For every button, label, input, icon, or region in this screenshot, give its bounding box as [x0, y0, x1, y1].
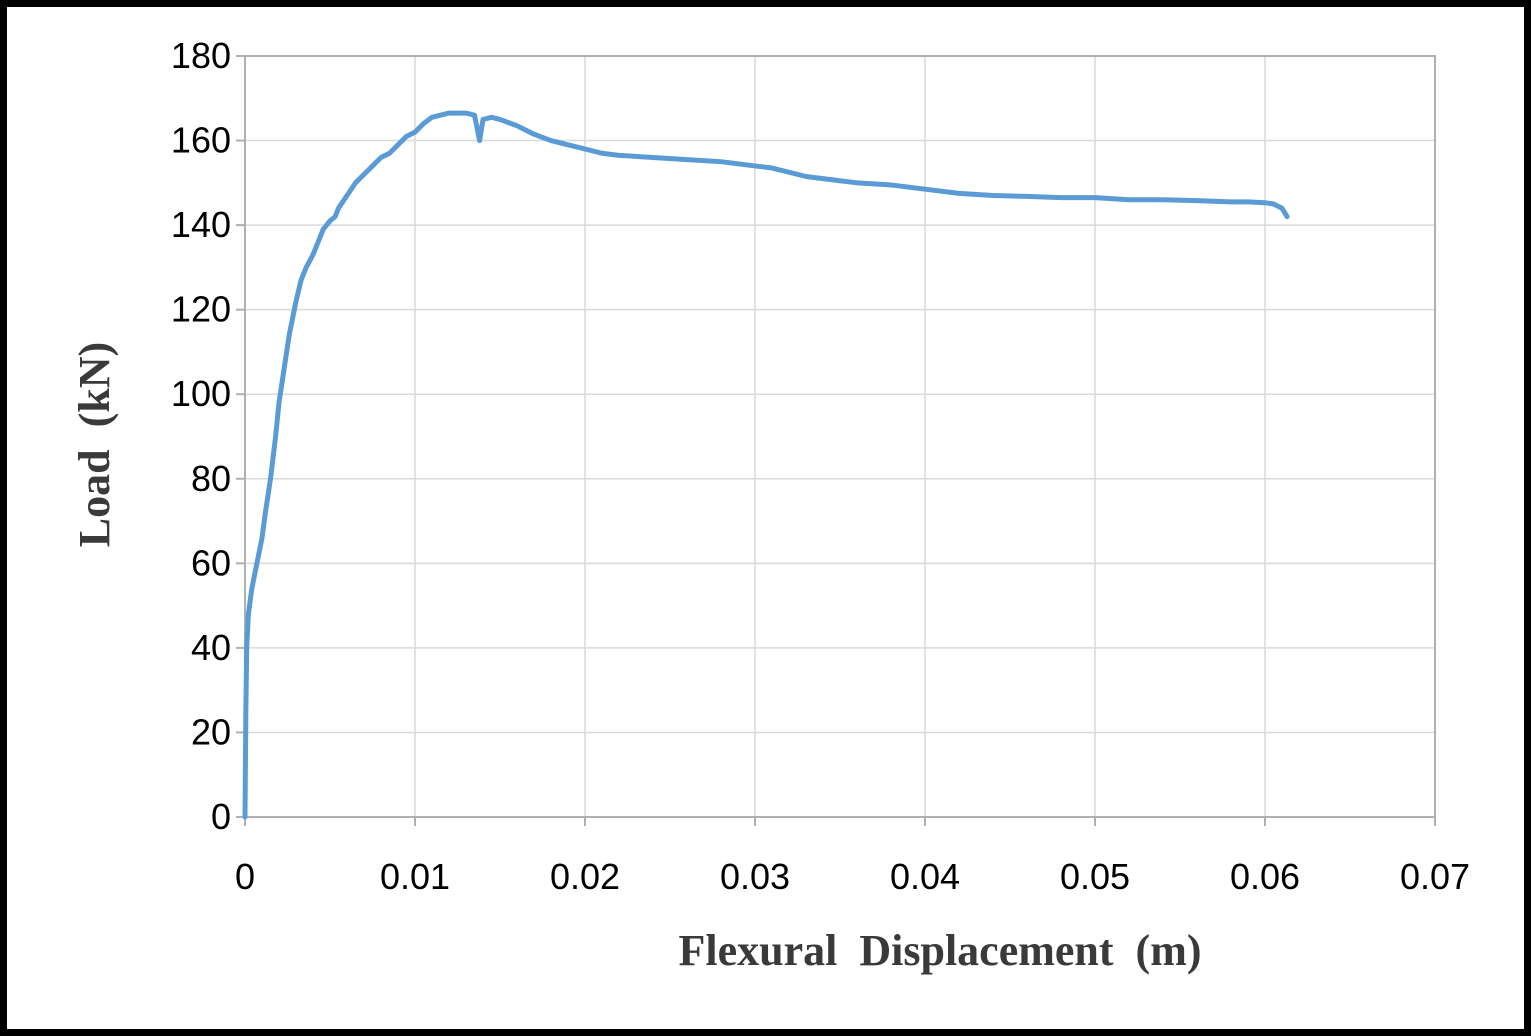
y-axis-title: Load (kN) — [70, 342, 119, 547]
x-axis-title: Flexural Displacement (m) — [679, 926, 1202, 975]
ticks-layer: 0 20 40 60 80 100 120 140 160 180 0 0.01 0.02 0.03 0.0… — [171, 35, 1470, 897]
y-tick-label: 60 — [191, 542, 231, 583]
x-tick-label: 0.01 — [380, 856, 450, 897]
x-tick-label: 0.02 — [550, 856, 620, 897]
y-tick-label: 160 — [171, 120, 231, 161]
x-tick-label: 0.06 — [1230, 856, 1300, 897]
x-tick-label: 0.07 — [1400, 856, 1470, 897]
y-tick-label: 80 — [191, 458, 231, 499]
y-tick-label: 20 — [191, 711, 231, 752]
y-tick-label: 180 — [171, 35, 231, 76]
x-tick-label: 0.03 — [720, 856, 790, 897]
y-tick-label: 140 — [171, 204, 231, 245]
load-displacement-series-line — [242, 110, 1290, 820]
series-layer — [242, 110, 1290, 820]
y-tick-label: 40 — [191, 627, 231, 668]
x-tick-label: 0.05 — [1060, 856, 1130, 897]
chart-svg: 0 20 40 60 80 100 120 140 160 180 0 0.01 0.02 0.03 0.0… — [70, 35, 1470, 975]
x-tick-label: 0 — [235, 856, 255, 897]
x-tick-label: 0.04 — [890, 856, 960, 897]
plot-area-border — [244, 55, 1436, 818]
y-tick-label: 120 — [171, 289, 231, 330]
y-tick-label: 0 — [211, 796, 231, 837]
grid-layer — [245, 56, 1435, 817]
y-tick-label: 100 — [171, 373, 231, 414]
